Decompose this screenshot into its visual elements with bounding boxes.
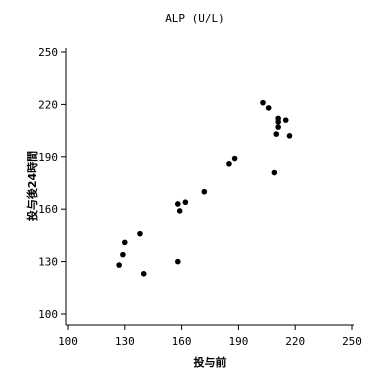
y-tick-label: 190	[38, 151, 58, 164]
x-tick-label: 130	[115, 335, 135, 348]
data-point	[231, 155, 238, 162]
x-tick-label: 220	[285, 335, 305, 348]
data-point	[175, 201, 181, 207]
data-point	[140, 271, 147, 277]
data-point	[271, 169, 278, 176]
x-tick-label: 190	[228, 335, 248, 348]
data-point	[137, 230, 143, 237]
data-point	[275, 124, 281, 130]
chart-title: ALP (U/L)	[165, 12, 225, 25]
y-tick-label: 130	[38, 256, 58, 269]
data-point	[226, 160, 232, 167]
x-ticks: 100 130 160 190 220 250	[58, 325, 362, 348]
data-point	[265, 105, 272, 111]
y-axis-label: 投与後24時間	[25, 151, 39, 221]
data-point	[273, 131, 280, 137]
data-point	[182, 199, 189, 206]
data-point	[275, 115, 281, 122]
data-point	[176, 208, 183, 214]
x-tick-label: 160	[172, 335, 192, 348]
x-tick-label: 250	[342, 335, 362, 348]
data-points	[116, 99, 293, 277]
data-point	[116, 262, 122, 268]
y-tick-label: 220	[38, 98, 58, 111]
data-point	[175, 258, 181, 265]
y-tick-label: 100	[38, 308, 58, 321]
data-point	[286, 133, 293, 139]
x-tick-label: 100	[58, 335, 78, 348]
data-point	[120, 251, 126, 258]
data-point	[260, 99, 266, 106]
y-tick-label: 250	[38, 46, 58, 59]
x-axis-label: 投与前	[194, 355, 227, 369]
data-point	[201, 188, 208, 195]
y-tick-label: 160	[38, 203, 58, 216]
data-point	[282, 117, 289, 123]
data-point	[122, 239, 128, 246]
y-ticks: 100 130 160 190 220 250	[38, 46, 66, 321]
